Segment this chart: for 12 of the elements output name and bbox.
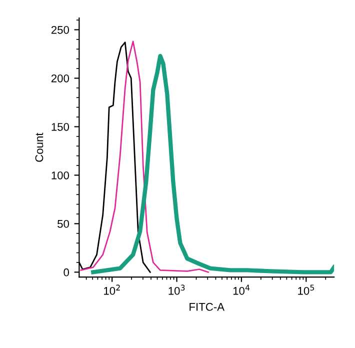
- y-tick-label: 100: [52, 171, 70, 180]
- x-tick-label: 10$^{3}$: [168, 284, 185, 295]
- y-tick-label: 200: [51, 74, 70, 82]
- y-tick-label: 50: [58, 220, 70, 228]
- x-tick-label: 10$^{5}$: [298, 284, 314, 295]
- x-axis-title: FITC-A: [190, 302, 224, 311]
- x-tick-label: 10$^{2}$: [104, 284, 120, 295]
- y-tick-label: 0: [64, 268, 70, 276]
- y-tick-label: 150: [52, 122, 70, 131]
- y-tick-label: 250: [51, 26, 70, 34]
- x-tick-label: 10$^{4}$: [233, 284, 250, 295]
- y-axis-title: Count: [35, 132, 44, 162]
